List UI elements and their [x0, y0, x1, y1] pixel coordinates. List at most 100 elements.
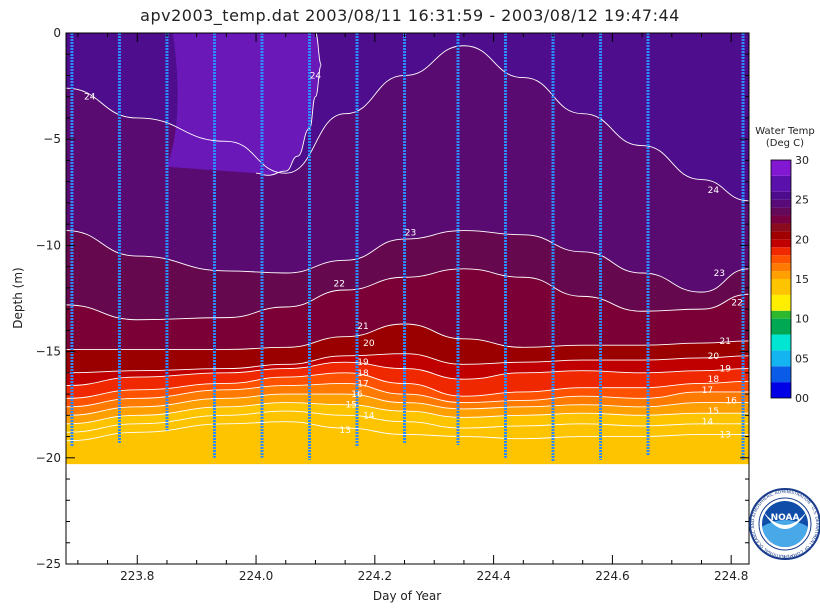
contour-label-16: 16	[725, 396, 737, 406]
colorbar-tick-label: 10	[795, 313, 809, 326]
temperature-band-22-23	[66, 230, 749, 320]
x-tick-label: 224.4	[476, 569, 510, 583]
colorbar-segment	[771, 263, 791, 272]
contour-label-21: 21	[357, 322, 368, 332]
colorbar-segment	[771, 207, 791, 216]
isotherm-15	[66, 402, 749, 425]
isotherm-13	[66, 421, 749, 442]
isotherm-16	[66, 393, 749, 416]
contour-label-14: 14	[363, 411, 375, 421]
colorbar-tick-label: 20	[795, 233, 809, 246]
contour-label-16: 16	[351, 390, 363, 400]
colorbar-tick-label: 00	[795, 392, 809, 405]
contour-label-23: 23	[405, 229, 416, 239]
colorbar-tick-label: 25	[795, 194, 809, 207]
temperature-band-below-13	[66, 421, 749, 465]
temperature-band-21-22	[66, 268, 749, 350]
contour-label-21: 21	[720, 337, 731, 347]
y-tick-label: −20	[36, 451, 61, 465]
contour-label-17: 17	[702, 386, 713, 396]
colorbar-segment	[771, 279, 791, 295]
contour-label-14: 14	[702, 418, 714, 428]
colorbar-segment	[771, 366, 791, 383]
colorbar-segment	[771, 334, 791, 351]
y-tick-label: −5	[43, 132, 61, 146]
contour-label-15: 15	[345, 401, 356, 411]
isotherm-18	[66, 372, 749, 399]
isotherm-19	[66, 361, 749, 387]
contour-label-18: 18	[357, 369, 369, 379]
contour-label-23: 23	[714, 269, 725, 279]
colorbar-segment	[771, 247, 791, 256]
colorbar-segment	[771, 350, 791, 367]
colorbar-tick-label: 05	[795, 352, 809, 365]
temperature-band-16-17	[66, 383, 749, 416]
y-axis-title: Depth (m)	[11, 267, 25, 328]
temperature-band-15-16	[66, 394, 749, 424]
logo-text: NOAA	[771, 513, 800, 523]
x-tick-label: 224.6	[595, 569, 629, 583]
colorbar-frame	[770, 159, 792, 399]
y-tick-label: −25	[36, 557, 61, 571]
isotherm-14	[66, 410, 749, 433]
temperature-band-23-24	[66, 45, 749, 293]
colorbar-title: (Deg C)	[766, 138, 804, 149]
contour-label-13: 13	[720, 430, 731, 440]
contour-label-22: 22	[333, 280, 344, 290]
temperature-band-17-18	[66, 372, 749, 407]
colorbar-segment	[771, 271, 791, 279]
warm-core-region	[166, 33, 322, 176]
colorbar-segment	[771, 191, 791, 200]
isotherm-layer	[66, 33, 749, 442]
colorbar-segment	[771, 255, 791, 264]
colorbar: 30 25 20 15 10 05 00 Water Temp(Deg C)	[755, 126, 814, 405]
colorbar-segment	[771, 175, 791, 192]
x-tick-label: 224.0	[239, 569, 273, 583]
colorbar-segment	[771, 215, 791, 224]
temperature-band-20-21	[66, 323, 749, 373]
isotherm-21	[66, 323, 749, 350]
contour-label-17: 17	[357, 379, 368, 389]
y-tick-label: 0	[53, 26, 61, 40]
contour-label-18: 18	[708, 375, 720, 385]
isotherm-24-core	[256, 33, 322, 176]
y-tick-label: −10	[36, 238, 61, 252]
plot-frame	[65, 32, 750, 565]
colorbar-segment	[771, 199, 791, 208]
temperature-band-13-14	[66, 411, 749, 441]
temperature-fill-layer	[66, 33, 749, 564]
contour-label-19: 19	[720, 365, 732, 375]
colorbar-segment	[771, 223, 791, 232]
colorbar-title: Water Temp	[755, 126, 814, 137]
colorbar-tick-label: 30	[795, 154, 809, 167]
colorbar-segment	[771, 294, 791, 311]
contour-label-13: 13	[339, 426, 350, 436]
axis-layer: 0 −5 −10 −15 −20 −25 223.8 224.0 224.2 224.4 224.6…	[36, 26, 749, 583]
isotherm-20	[66, 353, 749, 374]
contour-label-22: 22	[731, 299, 742, 309]
isotherm-22	[66, 268, 749, 321]
colorbar-segment	[771, 310, 791, 319]
isotherm-17	[66, 383, 749, 408]
contour-label-layer: 2424242323222221212020191918181717161615…	[84, 71, 743, 440]
y-tick-label: −15	[36, 345, 61, 359]
colorbar-segment	[771, 382, 791, 398]
colorbar-segment	[771, 231, 791, 240]
x-tick-label: 224.2	[358, 569, 392, 583]
logo-wave	[762, 520, 808, 547]
contour-label-24: 24	[708, 186, 720, 196]
logo-bird	[762, 510, 808, 529]
colorbar-segment	[771, 160, 791, 176]
temperature-band-19-20	[66, 353, 749, 386]
x-tick-label: 224.8	[714, 569, 748, 583]
contour-label-20: 20	[708, 352, 720, 362]
contour-label-19: 19	[357, 358, 369, 368]
x-tick-label: 223.8	[120, 569, 154, 583]
contour-label-15: 15	[708, 407, 719, 417]
contour-label-20: 20	[363, 339, 375, 349]
colorbar-segment	[771, 318, 791, 335]
x-axis-title: Day of Year	[373, 589, 441, 603]
temperature-band-18-19	[66, 362, 749, 399]
colorbar-tick-label: 15	[795, 273, 809, 286]
